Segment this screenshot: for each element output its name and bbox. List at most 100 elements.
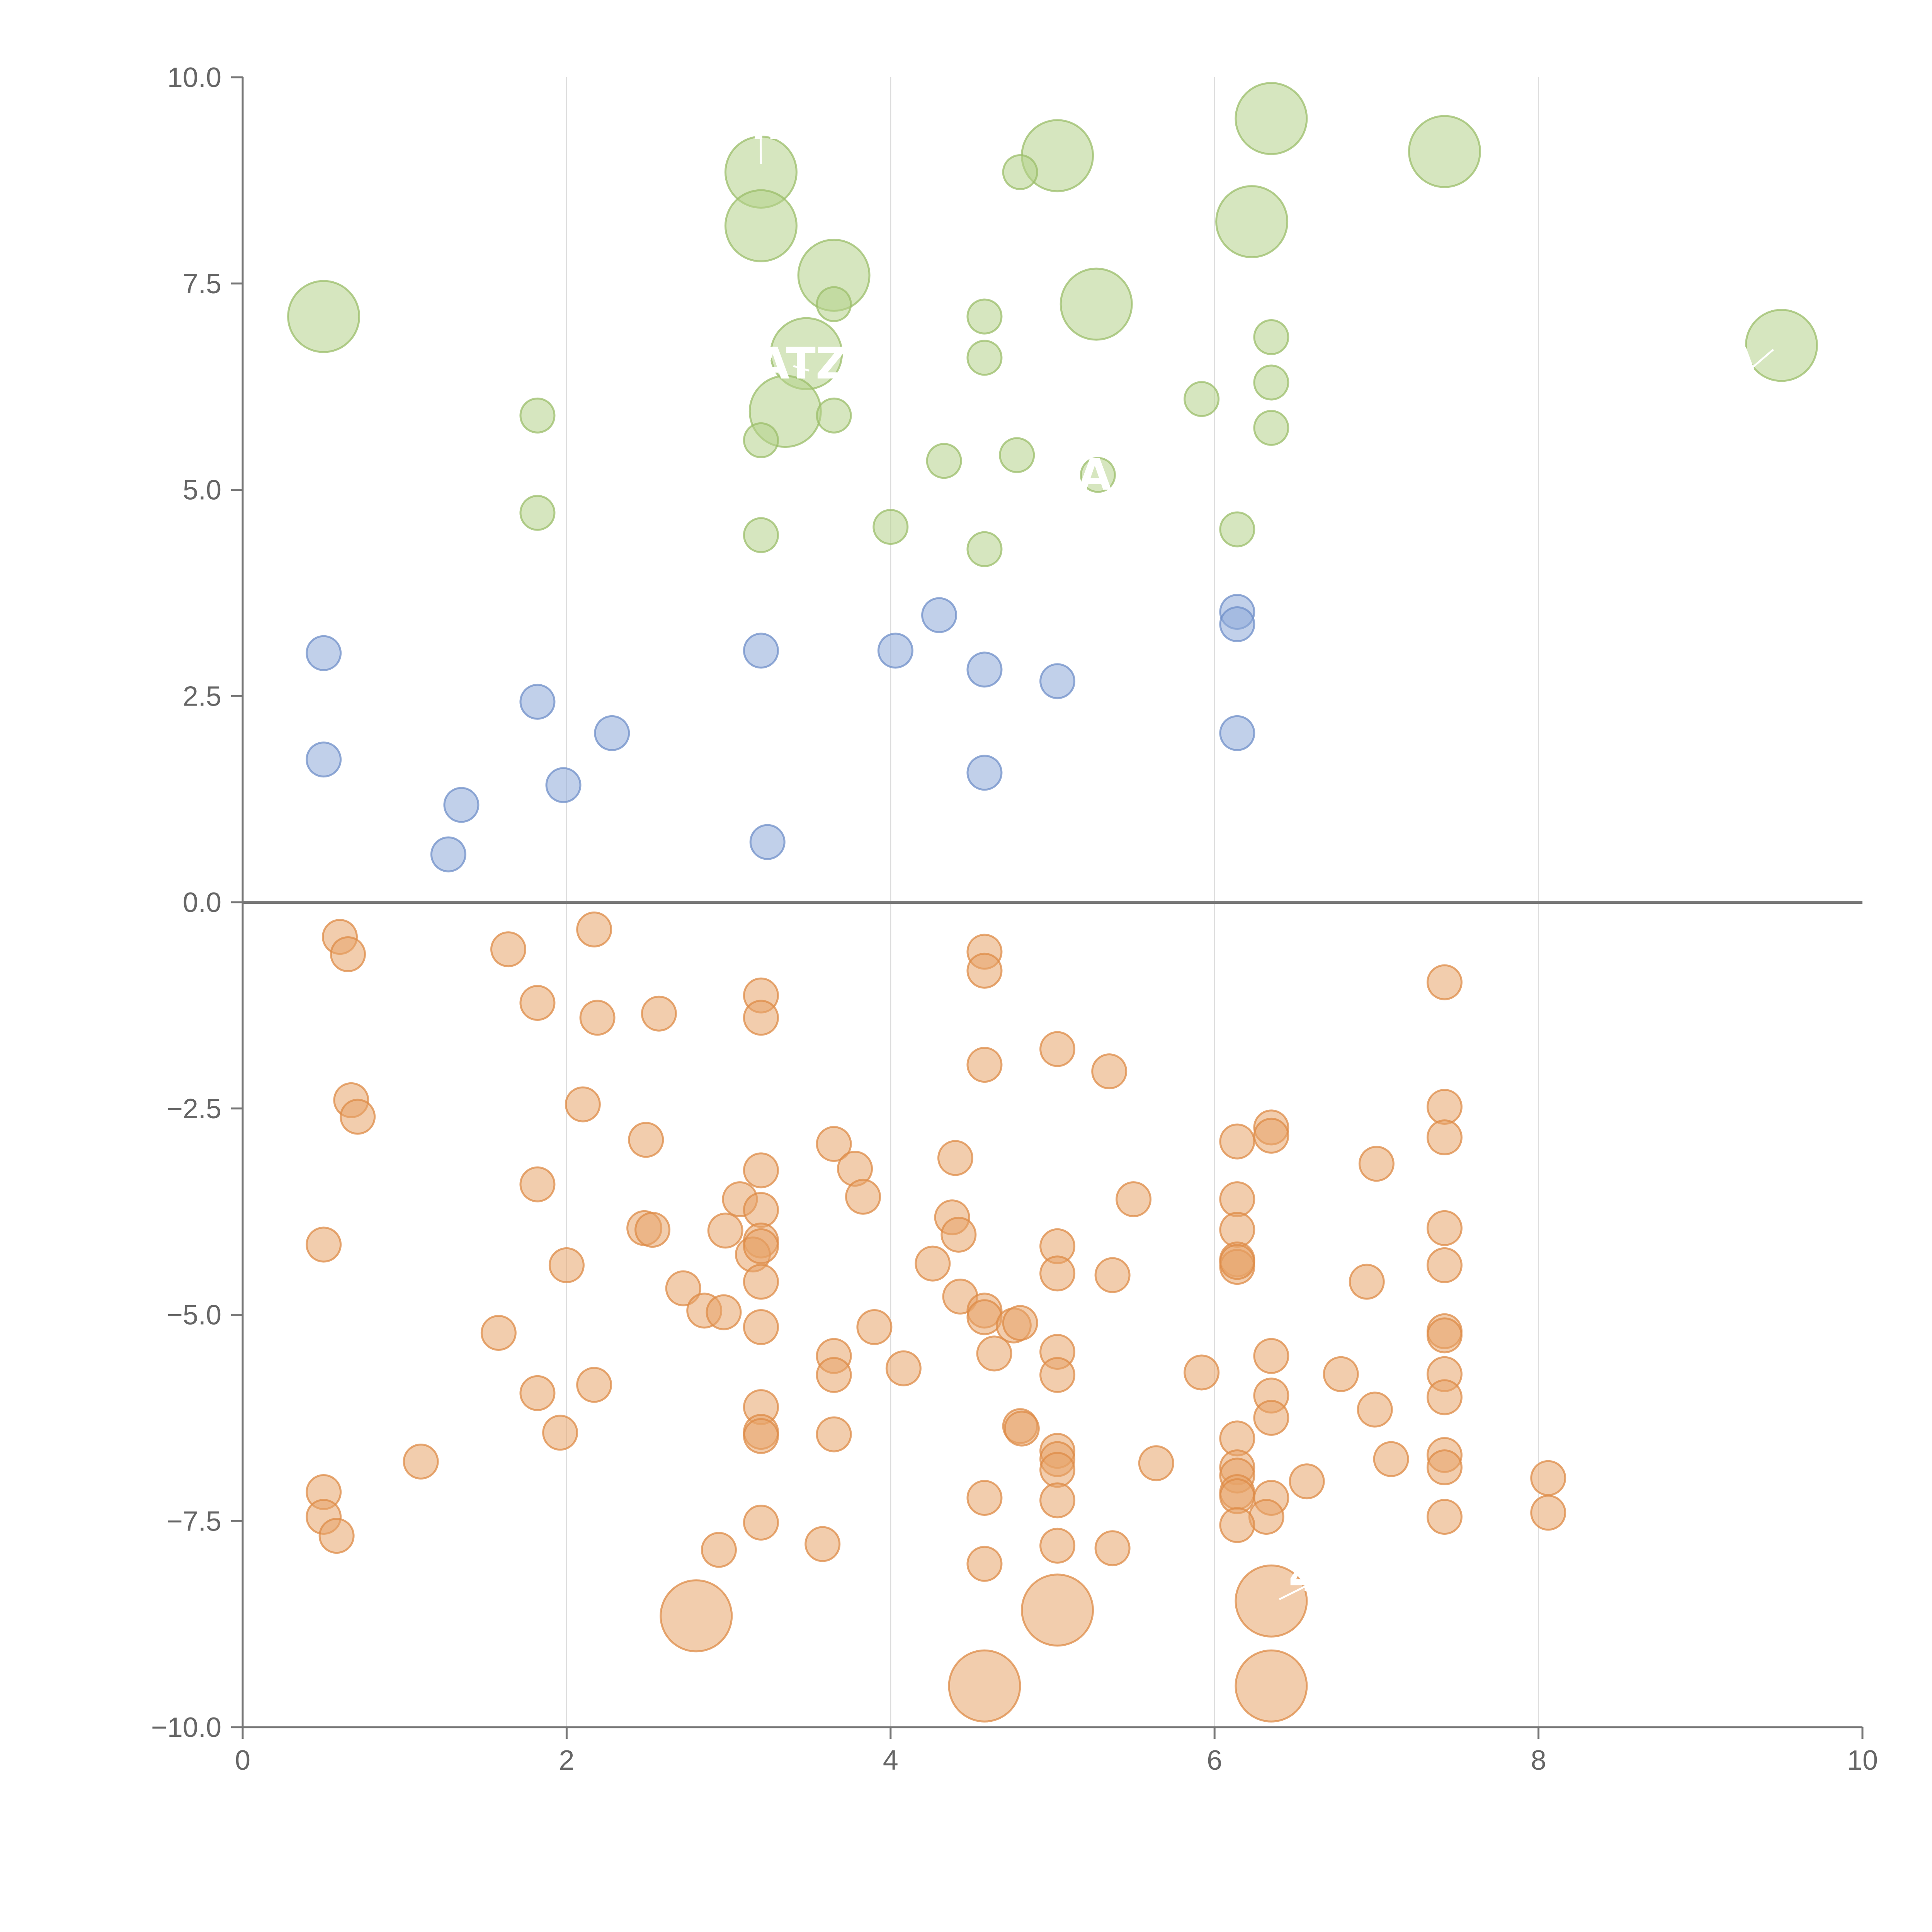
y-tick-label: 10.0 — [167, 62, 221, 93]
data-point-green — [519, 397, 556, 434]
data-point-blue — [921, 597, 957, 633]
annotation-leader — [759, 131, 762, 164]
annotation-label: TA — [1052, 450, 1112, 500]
data-point-green — [1745, 309, 1818, 382]
data-point-orange — [1358, 1146, 1395, 1182]
data-point-orange — [1219, 1244, 1255, 1280]
data-point-blue — [1219, 606, 1255, 643]
data-point-orange — [701, 1532, 737, 1568]
data-point-green — [816, 397, 852, 434]
data-point-green — [966, 298, 1003, 335]
data-point-orange — [915, 1245, 951, 1282]
x-tick-label: 0 — [235, 1745, 250, 1776]
data-point-green — [743, 422, 779, 458]
data-point-orange — [743, 1228, 779, 1264]
data-point-green — [287, 280, 361, 353]
annotation-leader — [1279, 1582, 1312, 1600]
data-point-blue — [966, 651, 1003, 688]
data-point-blue — [877, 633, 913, 669]
data-point-orange — [966, 1047, 1003, 1083]
data-point-orange — [743, 1192, 779, 1228]
tick-labels: 0 2 4 6 8 10 −10.0 −7.5 −5.0 −2.5 0.0 2.5 5.0 7.5 10.0 — [151, 62, 1878, 1776]
data-point-orange — [1426, 964, 1463, 1000]
data-point-orange — [542, 1415, 578, 1451]
data-point-orange — [1357, 1391, 1393, 1428]
data-point-blue — [743, 633, 779, 669]
data-point-orange — [318, 1518, 355, 1554]
y-tick-label: 7.5 — [183, 269, 221, 299]
y-tick-label: −5.0 — [167, 1300, 221, 1331]
data-point-orange — [966, 952, 1003, 989]
data-point-orange — [976, 1335, 1012, 1372]
data-point-green — [1408, 115, 1481, 188]
data-point-orange — [937, 1140, 973, 1176]
data-point-orange — [1094, 1530, 1131, 1566]
data-point-orange — [1253, 1400, 1289, 1436]
data-point-orange — [340, 1099, 376, 1135]
data-point-green — [1235, 82, 1308, 155]
data-point-orange — [816, 1416, 852, 1452]
data-point-orange — [948, 1649, 1021, 1723]
data-points — [287, 82, 1818, 1723]
data-point-orange — [548, 1247, 585, 1283]
series-blue — [306, 594, 1255, 872]
annotation-leader — [1085, 480, 1090, 483]
data-point-green — [1080, 457, 1116, 493]
x-tick-label: 2 — [559, 1745, 574, 1776]
data-point-orange — [1219, 1507, 1255, 1543]
data-point-orange — [707, 1213, 743, 1249]
data-point-blue — [1039, 663, 1076, 699]
data-point-orange — [519, 985, 556, 1021]
data-point-blue — [519, 684, 556, 720]
data-point-orange — [1138, 1445, 1174, 1481]
y-tick-label: 0.0 — [183, 887, 221, 918]
data-point-orange — [634, 1212, 671, 1248]
data-point-green — [743, 517, 779, 553]
data-point-green — [1253, 319, 1289, 355]
data-point-orange — [306, 1226, 342, 1263]
data-point-orange — [1094, 1257, 1131, 1293]
data-point-blue — [430, 836, 466, 872]
data-point-orange — [816, 1126, 852, 1162]
data-point-green — [966, 531, 1003, 567]
data-point-orange — [1530, 1495, 1566, 1531]
data-point-green — [1219, 511, 1255, 548]
data-point-green — [724, 189, 798, 262]
data-point-orange — [845, 1179, 881, 1215]
data-point-orange — [1426, 1499, 1463, 1535]
data-point-orange — [1349, 1264, 1385, 1300]
data-point-green — [519, 495, 556, 531]
data-point-orange — [403, 1444, 439, 1480]
data-point-orange — [1219, 1181, 1255, 1218]
data-point-orange — [743, 1418, 779, 1454]
data-point-orange — [1116, 1181, 1152, 1218]
data-point-orange — [1219, 1123, 1255, 1160]
data-point-orange — [641, 995, 677, 1032]
data-point-orange — [665, 1270, 701, 1306]
data-point-orange — [576, 911, 612, 947]
data-point-orange — [1039, 1482, 1076, 1519]
data-point-orange — [743, 1309, 779, 1345]
data-point-green — [1184, 381, 1220, 417]
data-point-orange — [1184, 1354, 1220, 1391]
data-point-orange — [743, 1505, 779, 1541]
data-point-orange — [743, 1264, 779, 1300]
annotation-label: A — [1724, 338, 1758, 389]
data-point-orange — [743, 1152, 779, 1189]
data-point-blue — [443, 787, 480, 823]
data-point-orange — [1235, 1564, 1308, 1638]
data-point-orange — [1253, 1338, 1289, 1374]
data-point-orange — [1021, 1573, 1094, 1647]
data-point-orange — [490, 931, 526, 968]
data-point-orange — [1235, 1649, 1308, 1723]
data-point-blue — [966, 755, 1003, 791]
data-point-blue — [545, 767, 582, 803]
y-tick-label: 2.5 — [183, 681, 221, 712]
data-point-blue — [749, 824, 786, 860]
data-point-green — [872, 509, 909, 545]
data-point-orange — [940, 1216, 977, 1253]
annotation-label: MI — [723, 99, 782, 150]
data-point-orange — [565, 1086, 601, 1122]
annotation-leader — [533, 486, 538, 495]
